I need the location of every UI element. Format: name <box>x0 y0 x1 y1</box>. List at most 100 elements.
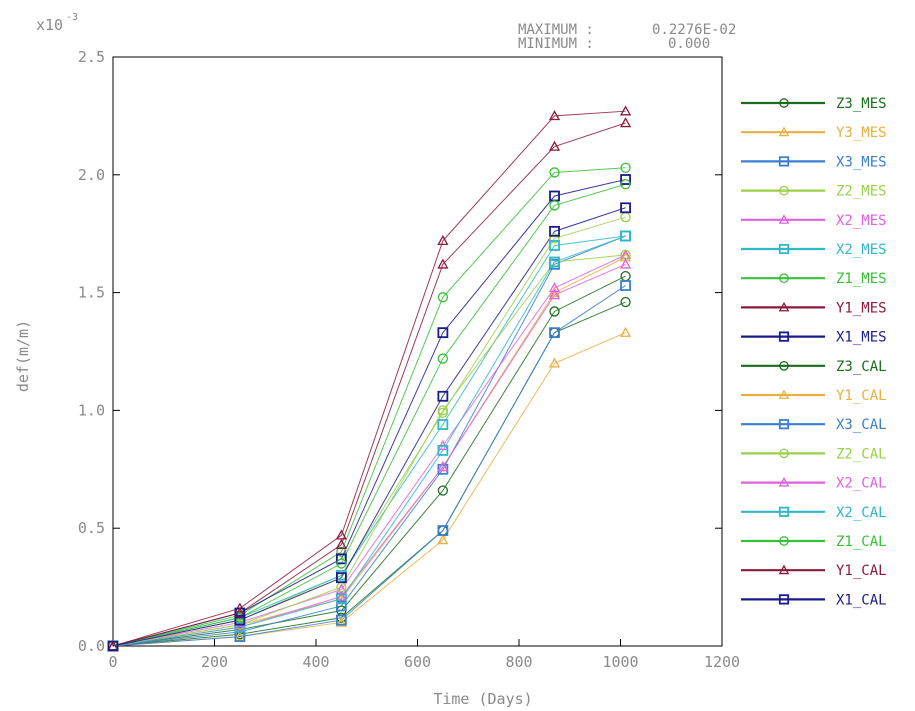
data-point <box>437 390 449 402</box>
data-point <box>548 140 561 151</box>
data-point <box>335 538 347 549</box>
minimum-label: MINIMUM : <box>518 36 594 52</box>
data-point <box>335 616 347 627</box>
legend-item: Y1_CAL <box>741 563 887 579</box>
minimum-value: 0.000 <box>668 36 710 52</box>
series-line <box>112 183 626 647</box>
legend: Z3_MES Y3_MES X3_MES Z2_MES X2_MES X2_MES Z1_M… <box>741 96 887 608</box>
data-point <box>778 214 790 224</box>
data-point <box>549 327 560 339</box>
x-tick-label: 400 <box>302 653 329 671</box>
series-line <box>112 167 626 647</box>
legend-item: Z2_MES <box>741 184 887 200</box>
data-point <box>549 167 560 178</box>
data-point <box>778 126 790 137</box>
data-point <box>778 594 790 605</box>
legend-label: X1_MES <box>836 330 887 346</box>
data-point <box>335 593 347 605</box>
y-tick-label: 0.0 <box>78 637 105 655</box>
legend-item: Z2_CAL <box>741 446 887 462</box>
y-axis-title: def(m/m) <box>14 320 32 392</box>
series-line <box>112 254 626 647</box>
legend-label: X3_CAL <box>836 417 887 433</box>
data-point <box>335 600 347 612</box>
series-line <box>112 122 626 647</box>
x-tick-label: 600 <box>404 653 431 671</box>
data-point <box>336 558 347 569</box>
series-line <box>112 216 626 647</box>
legend-label: Y1_CAL <box>836 388 887 404</box>
legend-label: Z1_MES <box>836 271 887 287</box>
y-multiplier-label: x10 <box>36 16 63 34</box>
data-point <box>335 590 347 601</box>
y-tick-label: 1.0 <box>78 401 105 419</box>
data-point <box>437 525 449 536</box>
series-line <box>112 254 626 647</box>
legend-item: X1_CAL <box>741 592 887 608</box>
x-tick-label: 800 <box>505 653 532 671</box>
legend-label: Z3_CAL <box>836 359 887 375</box>
data-point <box>779 273 789 284</box>
data-point <box>437 258 449 269</box>
maximum-value: 0.2276E-02 <box>652 22 736 38</box>
series-line <box>112 256 626 647</box>
data-point <box>437 534 449 545</box>
data-point <box>335 614 347 626</box>
data-point <box>779 448 789 459</box>
legend-item: X2_CAL <box>741 505 887 521</box>
y-tick-label: 0.5 <box>78 519 105 537</box>
data-point <box>548 357 561 368</box>
y-tick-label: 1.5 <box>78 284 105 302</box>
x-tick-label: 0 <box>108 653 117 671</box>
data-point <box>437 292 449 303</box>
legend-item: Z1_CAL <box>741 534 887 550</box>
data-point <box>234 614 246 626</box>
series-line <box>112 207 626 647</box>
chart-header: MAXIMUM : 0.2276E-02 MINIMUM : 0.000 <box>518 22 736 52</box>
legend-item: Z1_MES <box>741 271 887 287</box>
data-point <box>620 162 631 173</box>
data-point <box>620 179 631 190</box>
series-markers <box>107 105 632 652</box>
x-tick-label: 200 <box>201 653 228 671</box>
data-point <box>619 117 632 128</box>
data-point <box>778 477 790 487</box>
legend-label: Z3_MES <box>836 96 887 112</box>
legend-item: X1_MES <box>741 330 887 346</box>
data-point <box>437 445 449 456</box>
data-point <box>549 233 560 244</box>
data-point <box>619 258 632 269</box>
data-point <box>778 419 790 430</box>
data-point <box>437 234 449 246</box>
data-point <box>548 110 561 121</box>
legend-item: X2_MES <box>741 242 887 258</box>
legend-label: X2_MES <box>836 213 887 229</box>
x-tick-label: 1000 <box>602 653 638 671</box>
series-line <box>112 301 626 647</box>
x-tick-label: 1200 <box>704 653 740 671</box>
data-point <box>619 326 632 337</box>
data-point <box>619 105 632 116</box>
data-point <box>778 243 790 255</box>
data-point <box>335 593 347 604</box>
y-multiplier-exponent: -3 <box>66 12 78 23</box>
data-point <box>335 572 347 584</box>
plot-frame <box>112 56 723 647</box>
data-point <box>778 564 790 575</box>
legend-label: Y1_CAL <box>836 563 887 579</box>
data-point <box>437 405 449 416</box>
data-point <box>548 289 561 300</box>
data-point <box>779 98 789 108</box>
x-axis-title: Time (Days) <box>433 690 532 708</box>
data-point <box>107 640 119 652</box>
legend-label: X2_CAL <box>836 476 887 492</box>
series-lines <box>112 110 626 647</box>
axis-ticks: 0 200 400 600 800 1000 1200 0.0 0.5 1.0 1.5 2.0 2.5 <box>78 48 740 671</box>
data-point <box>234 607 246 618</box>
data-point <box>620 174 631 185</box>
data-point <box>620 202 631 214</box>
legend-label: X3_MES <box>836 154 887 170</box>
legend-label: X1_CAL <box>836 592 887 608</box>
data-point <box>778 506 790 517</box>
legend-label: Z2_MES <box>836 184 887 200</box>
